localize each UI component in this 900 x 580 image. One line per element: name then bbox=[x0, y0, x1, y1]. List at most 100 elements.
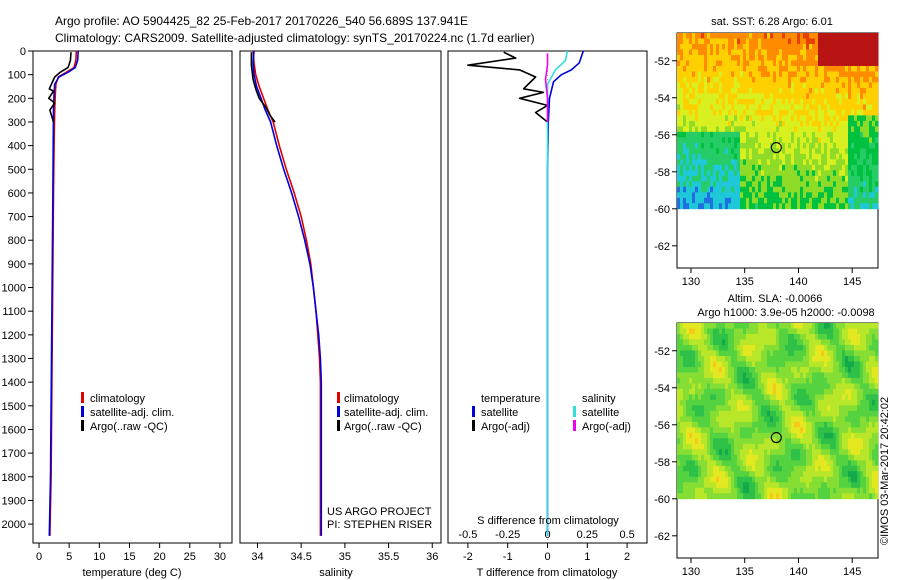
map-cell bbox=[743, 137, 747, 144]
map-cell bbox=[770, 120, 774, 127]
map-cell bbox=[842, 372, 846, 379]
map-cell bbox=[842, 71, 846, 78]
map-cell bbox=[824, 344, 828, 351]
map-cell bbox=[806, 98, 810, 105]
map-cell bbox=[707, 54, 711, 61]
map-cell bbox=[806, 142, 810, 149]
map-cell bbox=[803, 388, 807, 395]
map-cell bbox=[752, 43, 756, 50]
map-cell bbox=[731, 60, 735, 67]
map-cell bbox=[821, 126, 825, 133]
map-cell bbox=[692, 427, 696, 434]
map-cell bbox=[788, 175, 792, 182]
map-cell bbox=[839, 399, 843, 406]
map-cell bbox=[743, 65, 747, 72]
map-cell bbox=[743, 482, 747, 489]
map-cell bbox=[839, 203, 843, 210]
map-cell bbox=[830, 350, 834, 357]
map-cell bbox=[767, 487, 771, 494]
map-cell bbox=[725, 153, 729, 160]
map-cell bbox=[866, 120, 870, 127]
map-cell bbox=[845, 126, 849, 133]
map-cell bbox=[764, 443, 768, 450]
map-cell bbox=[851, 388, 855, 395]
map-cell bbox=[776, 71, 780, 78]
map-cell bbox=[734, 170, 738, 177]
map-cell bbox=[848, 416, 852, 423]
map-cell bbox=[728, 350, 732, 357]
map-cell bbox=[809, 355, 813, 362]
map-cell bbox=[731, 482, 735, 489]
map-cell bbox=[866, 377, 870, 384]
map-cell bbox=[842, 361, 846, 368]
map-cell bbox=[824, 460, 828, 467]
map-cell bbox=[875, 98, 879, 105]
map-cell bbox=[836, 98, 840, 105]
map-cell bbox=[701, 93, 705, 100]
map-cell bbox=[827, 181, 831, 188]
map-cell bbox=[779, 350, 783, 357]
map-cell bbox=[791, 372, 795, 379]
map-cell bbox=[737, 388, 741, 395]
map-cell bbox=[746, 350, 750, 357]
map-cell bbox=[749, 33, 753, 39]
map-cell bbox=[869, 405, 873, 412]
map-cell bbox=[848, 454, 852, 461]
map-cell bbox=[818, 333, 822, 340]
map-cell bbox=[746, 109, 750, 116]
map-cell bbox=[755, 82, 759, 89]
map-cell bbox=[731, 476, 735, 483]
map-cell bbox=[683, 405, 687, 412]
map-cell bbox=[812, 71, 816, 78]
map-cell bbox=[869, 427, 873, 434]
map-cell bbox=[713, 164, 717, 171]
map-cell bbox=[710, 399, 714, 406]
map-cell bbox=[863, 93, 867, 100]
map-cell bbox=[791, 98, 795, 105]
map-cell bbox=[845, 120, 849, 127]
map-cell bbox=[788, 328, 792, 335]
sst-map-panel: sat. SST: 6.28 Argo: 6.01 130 135 140 145-5… bbox=[654, 16, 879, 288]
map-cell bbox=[818, 449, 822, 456]
map-cell bbox=[713, 388, 717, 395]
map-cell bbox=[803, 482, 807, 489]
map-cell bbox=[800, 449, 804, 456]
map-cell bbox=[713, 65, 717, 72]
map-cell bbox=[752, 443, 756, 450]
map-cell bbox=[851, 366, 855, 373]
map-cell bbox=[683, 104, 687, 111]
map-cell bbox=[860, 148, 864, 155]
map-cell bbox=[854, 465, 858, 472]
map-cell bbox=[809, 109, 813, 116]
map-cell bbox=[719, 416, 723, 423]
map-cell bbox=[869, 328, 873, 335]
map-cell bbox=[755, 49, 759, 56]
map-cell bbox=[689, 377, 693, 384]
map-cell bbox=[719, 328, 723, 335]
map-cell bbox=[680, 170, 684, 177]
map-cell bbox=[809, 394, 813, 401]
map-cell bbox=[680, 377, 684, 384]
map-cell bbox=[707, 388, 711, 395]
map-cell bbox=[704, 137, 708, 144]
map-cell bbox=[692, 137, 696, 144]
map-cell bbox=[842, 60, 846, 67]
map-cell bbox=[803, 148, 807, 155]
map-cell bbox=[749, 471, 753, 478]
map-cell bbox=[860, 410, 864, 417]
map-cell bbox=[677, 87, 681, 94]
map-cell bbox=[824, 43, 828, 50]
map-cell bbox=[683, 476, 687, 483]
map-cell bbox=[785, 383, 789, 390]
map-cell bbox=[788, 65, 792, 72]
map-cell bbox=[767, 181, 771, 188]
map-cell bbox=[818, 323, 822, 329]
map-cell bbox=[692, 366, 696, 373]
map-cell bbox=[869, 449, 873, 456]
map-cell bbox=[836, 421, 840, 428]
map-cell bbox=[749, 344, 753, 351]
map-cell bbox=[845, 383, 849, 390]
map-cell bbox=[851, 131, 855, 138]
map-cell bbox=[716, 366, 720, 373]
map-cell bbox=[701, 104, 705, 111]
